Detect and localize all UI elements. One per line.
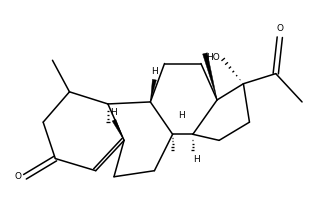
- Text: H: H: [151, 67, 158, 76]
- Text: O: O: [276, 24, 283, 33]
- Polygon shape: [150, 79, 156, 102]
- Text: H: H: [193, 154, 200, 164]
- Text: O: O: [15, 172, 22, 181]
- Text: H: H: [111, 108, 117, 117]
- Text: H: H: [178, 111, 185, 120]
- Text: HO: HO: [206, 53, 220, 62]
- Polygon shape: [202, 53, 217, 100]
- Polygon shape: [112, 119, 124, 140]
